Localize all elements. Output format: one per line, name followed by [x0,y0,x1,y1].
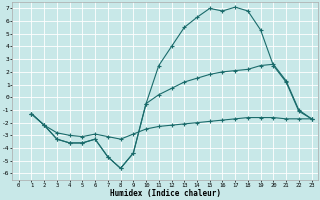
X-axis label: Humidex (Indice chaleur): Humidex (Indice chaleur) [110,189,220,198]
